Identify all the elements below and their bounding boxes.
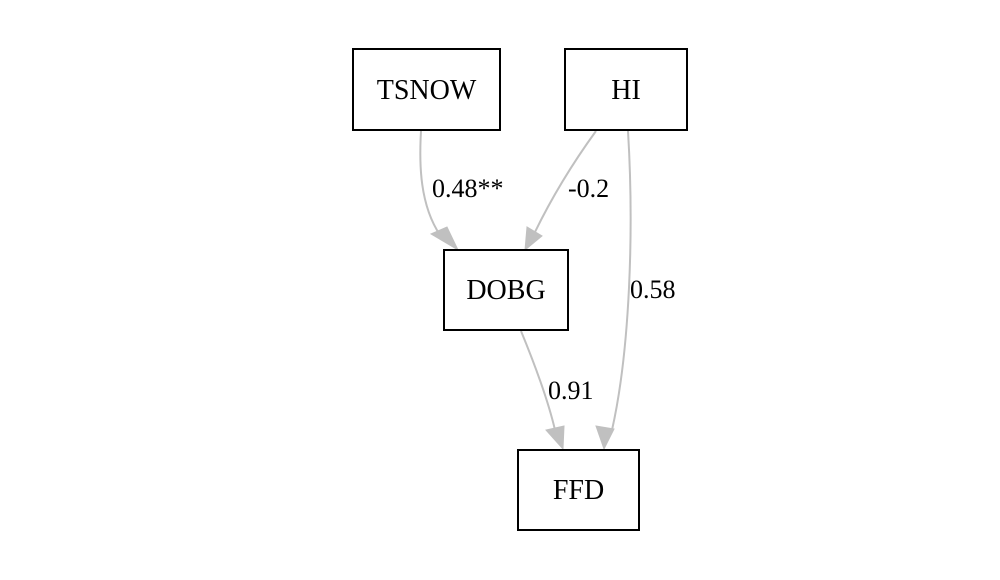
arrowhead (595, 425, 615, 451)
node-ffd: FFD (517, 449, 640, 531)
edge-dobg-ffd (520, 330, 565, 451)
node-label: FFD (553, 475, 604, 506)
arrowhead (545, 425, 565, 451)
node-label: DOBG (466, 275, 545, 306)
edge-label-dobg-ffd: 0.91 (548, 376, 594, 405)
arrowhead (429, 226, 460, 252)
node-tsnow: TSNOW (352, 48, 501, 131)
edge-hi-dobg (524, 130, 597, 252)
edge-line (611, 130, 632, 431)
edge-line (419, 130, 441, 236)
node-hi: HI (564, 48, 688, 131)
node-label: TSNOW (377, 75, 477, 106)
edge-hi-ffd (595, 130, 632, 451)
node-label: HI (611, 75, 641, 106)
edge-line (534, 130, 597, 233)
edge-label-tsnow-dobg: 0.48** (432, 174, 504, 203)
arrowhead (524, 226, 543, 252)
edge-tsnow-dobg (419, 130, 460, 252)
node-dobg: DOBG (443, 249, 569, 331)
edge-label-hi-dobg: -0.2 (568, 174, 609, 203)
edge-label-hi-ffd: 0.58 (630, 275, 676, 304)
edge-line (520, 330, 556, 431)
